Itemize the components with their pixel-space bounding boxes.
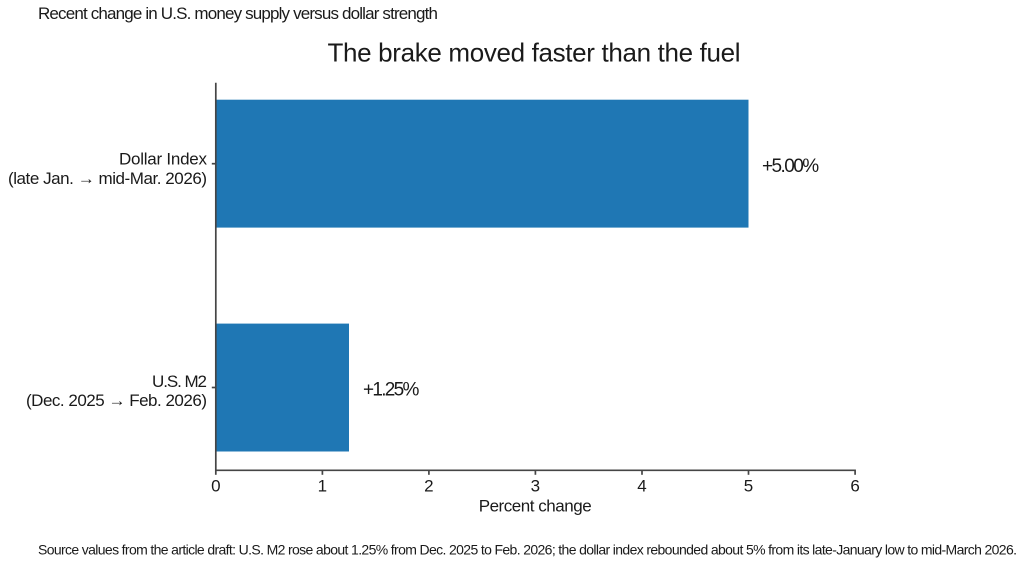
svg-text:U.S. M2: U.S. M2 bbox=[152, 372, 207, 391]
svg-text:Source values from the article: Source values from the article draft: U.… bbox=[38, 541, 1017, 557]
svg-text:5: 5 bbox=[744, 477, 753, 496]
svg-text:4: 4 bbox=[637, 477, 646, 496]
svg-text:(Dec. 2025 → Feb. 2026): (Dec. 2025 → Feb. 2026) bbox=[26, 391, 207, 410]
svg-text:The brake moved faster than th: The brake moved faster than the fuel bbox=[328, 38, 741, 68]
svg-text:Dollar Index: Dollar Index bbox=[119, 150, 208, 169]
svg-text:(late Jan. → mid-Mar. 2026): (late Jan. → mid-Mar. 2026) bbox=[8, 169, 207, 188]
svg-text:6: 6 bbox=[850, 477, 859, 496]
svg-text:1: 1 bbox=[318, 477, 327, 496]
svg-text:Recent change in U.S. money su: Recent change in U.S. money supply versu… bbox=[38, 4, 438, 23]
svg-text:Percent change: Percent change bbox=[479, 497, 592, 516]
svg-text:+5.00%: +5.00% bbox=[762, 156, 819, 177]
svg-text:3: 3 bbox=[531, 477, 540, 496]
svg-text:2: 2 bbox=[424, 477, 433, 496]
svg-text:+1.25%: +1.25% bbox=[363, 379, 419, 400]
svg-text:0: 0 bbox=[211, 477, 220, 496]
